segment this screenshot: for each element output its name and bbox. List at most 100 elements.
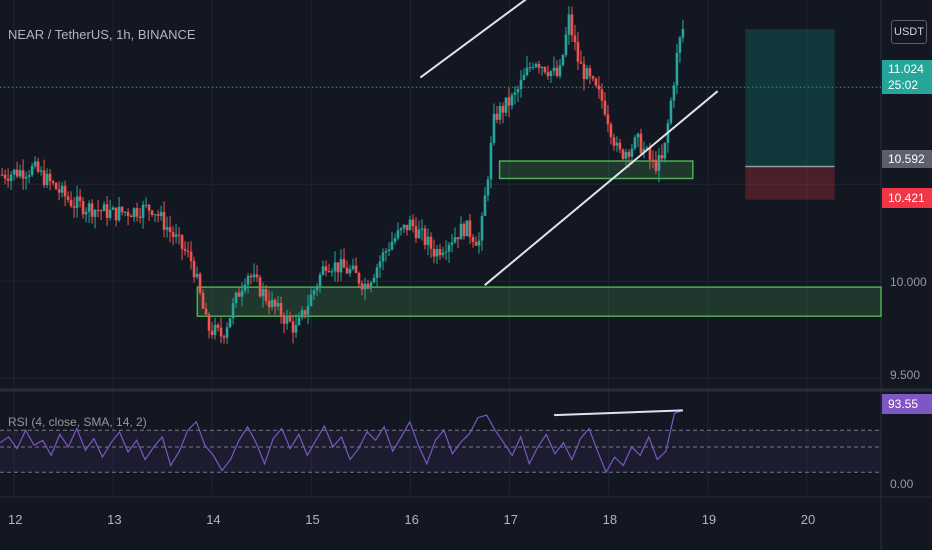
candle-body [426,236,430,245]
candle-body [672,85,676,101]
candle-body [276,303,280,307]
candle-body [150,210,154,215]
candle-body [24,176,28,179]
candle-body [459,223,463,240]
candle-body [597,85,601,90]
candle-body [114,207,118,221]
candle-body [69,199,73,207]
candle-body [471,237,475,243]
profit-zone [745,29,835,167]
candle-body [66,196,70,200]
candle-body [339,259,343,273]
rsi-indicator-label[interactable]: RSI (4, close, SMA, 14, 2) [8,415,147,429]
candle-body [126,211,130,216]
candle-body [441,252,445,256]
candle-body [201,292,205,309]
candle-body [393,238,397,242]
candle-body [447,244,451,252]
candle-body [627,151,631,157]
candle-body [192,261,196,278]
candle-body [378,261,382,268]
candle-body [156,214,160,216]
candle-body [306,306,310,315]
price-label-9500: 9.500 [890,368,921,382]
candle-body [213,324,217,336]
candle-body [525,67,529,76]
candle-body [423,228,427,245]
candle-body [333,262,337,272]
candle-body [417,229,421,239]
candle-body [183,248,187,251]
candle-body [210,330,214,336]
candle-body [75,196,79,208]
candle-body [372,277,376,283]
candle-body [630,148,634,157]
support-zone [498,160,694,180]
candle-body [540,67,544,69]
candle-body [309,294,313,307]
candle-body [450,242,454,245]
candle-body [516,89,520,93]
candle-body [375,267,379,278]
candle-body [681,29,685,38]
candle-body [36,161,40,172]
candle-body [261,289,265,297]
candle-body [258,277,262,297]
candle-body [288,315,292,322]
candle-body [0,174,4,176]
candle-body [243,284,247,291]
candle-body [483,195,487,216]
candle-body [561,54,565,66]
candle-body [195,274,199,278]
time-label: 16 [404,512,419,527]
candle-body [606,114,610,125]
candle-body [663,142,667,159]
candle-body [12,169,16,175]
candle-body [342,259,346,268]
candle-body [552,67,556,72]
candle-body [249,275,253,278]
candle-body [579,61,583,64]
candle-body [135,208,139,217]
candle-body [111,207,115,210]
candle-body [177,234,181,236]
candle-body [303,310,307,315]
time-label: 17 [503,512,518,527]
candle-body [435,249,439,257]
currency-button[interactable]: USDT [891,20,927,44]
candle-body [453,237,457,243]
candle-body [240,290,244,297]
candle-body [33,161,37,167]
candle-body [555,67,559,76]
candle-body [225,327,229,338]
candle-body [594,78,598,86]
candle-body [237,292,241,297]
candle-body [537,64,541,68]
candle-body [645,147,649,150]
candle-body [345,267,349,274]
candle-body [570,14,574,36]
support-zone [196,286,882,317]
time-label: 19 [701,512,717,527]
candle-body [18,170,22,177]
trendlines [419,0,719,286]
channel-line [419,0,527,79]
candle-body [117,206,121,221]
symbol-title: NEAR / TetherUS, 1h, BINANCE [8,27,196,42]
candle-body [513,92,517,95]
candle-body [414,226,418,239]
candle-body [573,35,577,42]
candle-body [390,241,394,250]
candle-body [147,204,151,211]
candle-body [6,178,10,181]
time-label: 12 [8,512,23,527]
candle-body [384,250,388,253]
candle-body [138,216,142,219]
candle-body [474,242,478,246]
rsi-line [0,409,684,474]
candle-body [324,266,328,271]
candle-body [141,204,145,219]
candle-body [615,142,619,146]
last-price: 11.024 [888,62,924,76]
candle-body [531,66,535,68]
